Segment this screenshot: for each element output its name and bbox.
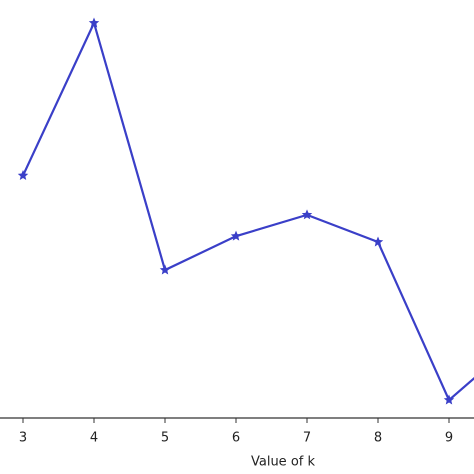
marker: [230, 230, 242, 241]
marker: [88, 17, 100, 28]
marker: [372, 236, 384, 247]
x-tick-label: 8: [374, 431, 382, 446]
marker: [301, 209, 313, 220]
x-axis-label: Value of k: [251, 455, 315, 470]
x-tick-label: 4: [90, 431, 98, 446]
x-tick-label: 9: [445, 431, 453, 446]
x-tick-label: 3: [19, 431, 27, 446]
x-tick-label: 7: [303, 431, 311, 446]
marker: [17, 170, 29, 181]
marker: [159, 264, 171, 275]
plot-area: [17, 17, 474, 405]
x-tick-label: 6: [232, 431, 240, 446]
marker: [443, 394, 455, 405]
x-tick-label: 5: [161, 431, 169, 446]
line: [22, 19, 474, 402]
